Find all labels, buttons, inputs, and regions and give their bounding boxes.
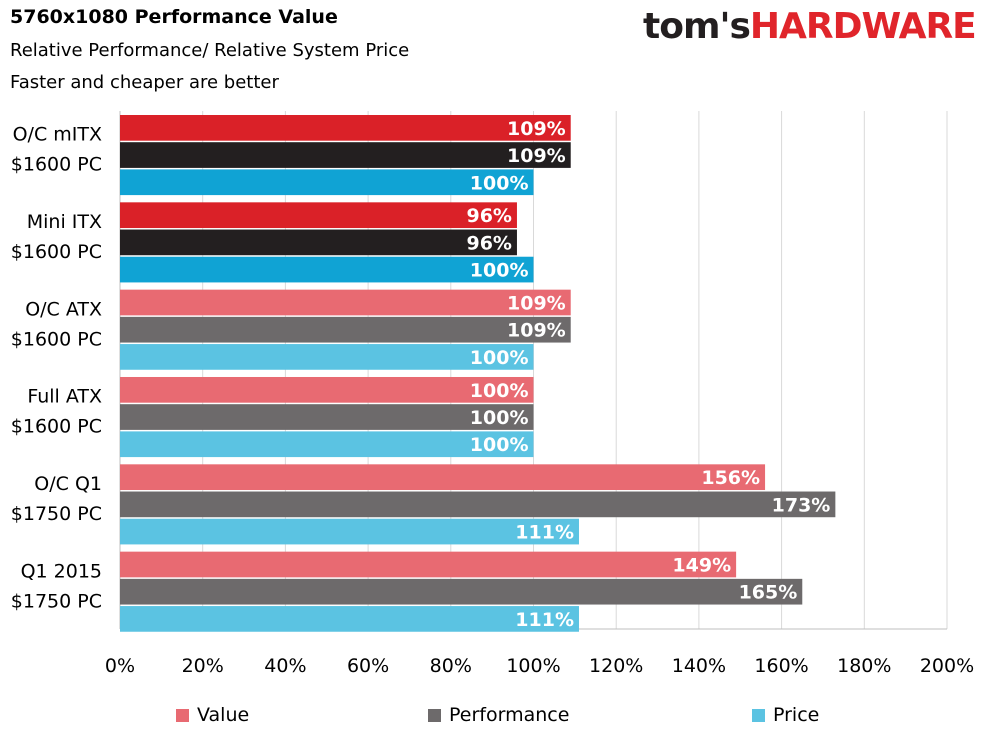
legend-swatch-price bbox=[752, 708, 765, 722]
category-label: Full ATX bbox=[27, 386, 102, 408]
legend-swatch-value bbox=[176, 708, 189, 722]
x-tick-label: 80% bbox=[430, 655, 472, 677]
data-label: 100% bbox=[470, 347, 529, 369]
bar-price bbox=[120, 606, 579, 632]
bar-price bbox=[120, 431, 534, 458]
legend-label-value: Value bbox=[197, 704, 250, 726]
bar-price bbox=[120, 169, 534, 196]
bar-price bbox=[120, 256, 534, 283]
bar-performance bbox=[120, 229, 517, 256]
category-label: O/C Q1 bbox=[34, 473, 102, 495]
bar-price bbox=[120, 344, 534, 370]
x-tick-label: 20% bbox=[182, 655, 224, 677]
bar-price bbox=[120, 518, 579, 545]
legend-label-price: Price bbox=[773, 704, 820, 726]
toms-hardware-logo: tom'sHARDWARE bbox=[643, 6, 977, 47]
x-tick-label: 140% bbox=[672, 655, 726, 677]
bar-value bbox=[120, 376, 534, 403]
category-label: $1600 PC bbox=[11, 154, 102, 176]
legend-item-performance: Performance bbox=[428, 704, 569, 726]
data-label: 100% bbox=[470, 260, 529, 282]
category-label: Mini ITX bbox=[27, 211, 102, 233]
x-tick-label: 60% bbox=[347, 655, 389, 677]
data-label: 109% bbox=[507, 118, 566, 140]
bar-value bbox=[120, 551, 737, 578]
legend-item-price: Price bbox=[752, 704, 819, 726]
category-label: $1600 PC bbox=[11, 328, 102, 350]
x-tick-label: 160% bbox=[754, 655, 808, 677]
data-label: 100% bbox=[470, 380, 529, 402]
x-tick-label: 120% bbox=[589, 655, 643, 677]
bar-performance bbox=[120, 578, 803, 605]
data-label: 173% bbox=[772, 494, 831, 516]
logo-part-2: HARDWARE bbox=[749, 6, 977, 47]
x-tick-label: 180% bbox=[837, 655, 891, 677]
bar-value bbox=[120, 464, 766, 491]
data-label: 165% bbox=[739, 582, 798, 604]
x-tick-label: 200% bbox=[920, 655, 974, 677]
chart-subtitle: Relative Performance/ Relative System Pr… bbox=[10, 40, 410, 61]
bar-performance bbox=[120, 142, 571, 168]
data-label: 109% bbox=[507, 320, 566, 342]
data-label: 100% bbox=[470, 172, 529, 194]
logo-part-1: tom's bbox=[643, 6, 751, 47]
legend-label-performance: Performance bbox=[449, 704, 570, 726]
category-label: $1750 PC bbox=[11, 503, 102, 525]
data-label: 109% bbox=[507, 145, 566, 167]
bar-performance bbox=[120, 491, 836, 518]
data-label: 111% bbox=[515, 609, 574, 631]
x-tick-label: 40% bbox=[264, 655, 306, 677]
bar-value bbox=[120, 115, 571, 141]
bar-performance bbox=[120, 404, 534, 430]
data-label: 100% bbox=[470, 434, 529, 456]
data-label: 111% bbox=[515, 522, 574, 544]
chart-title: 5760x1080 Performance Value bbox=[10, 6, 338, 28]
category-label: $1600 PC bbox=[11, 416, 102, 438]
data-label: 96% bbox=[466, 205, 511, 227]
category-label: Q1 2015 bbox=[21, 560, 102, 582]
x-tick-label: 100% bbox=[506, 655, 560, 677]
category-label: O/C ATX bbox=[25, 298, 102, 320]
category-label: O/C mITX bbox=[13, 124, 102, 146]
bar-value bbox=[120, 202, 517, 229]
legend-item-value: Value bbox=[176, 704, 249, 726]
bar-performance bbox=[120, 316, 571, 343]
bar-value bbox=[120, 289, 571, 316]
data-label: 96% bbox=[466, 232, 511, 254]
data-label: 156% bbox=[701, 467, 760, 489]
legend-swatch-performance bbox=[428, 708, 441, 722]
chart-subtitle-note: Faster and cheaper are better bbox=[10, 72, 279, 93]
category-label: $1600 PC bbox=[11, 241, 102, 263]
data-label: 149% bbox=[672, 555, 731, 577]
x-tick-label: 0% bbox=[105, 655, 135, 677]
data-label: 109% bbox=[507, 293, 566, 315]
data-label: 100% bbox=[470, 407, 529, 429]
category-label: $1750 PC bbox=[11, 590, 102, 612]
